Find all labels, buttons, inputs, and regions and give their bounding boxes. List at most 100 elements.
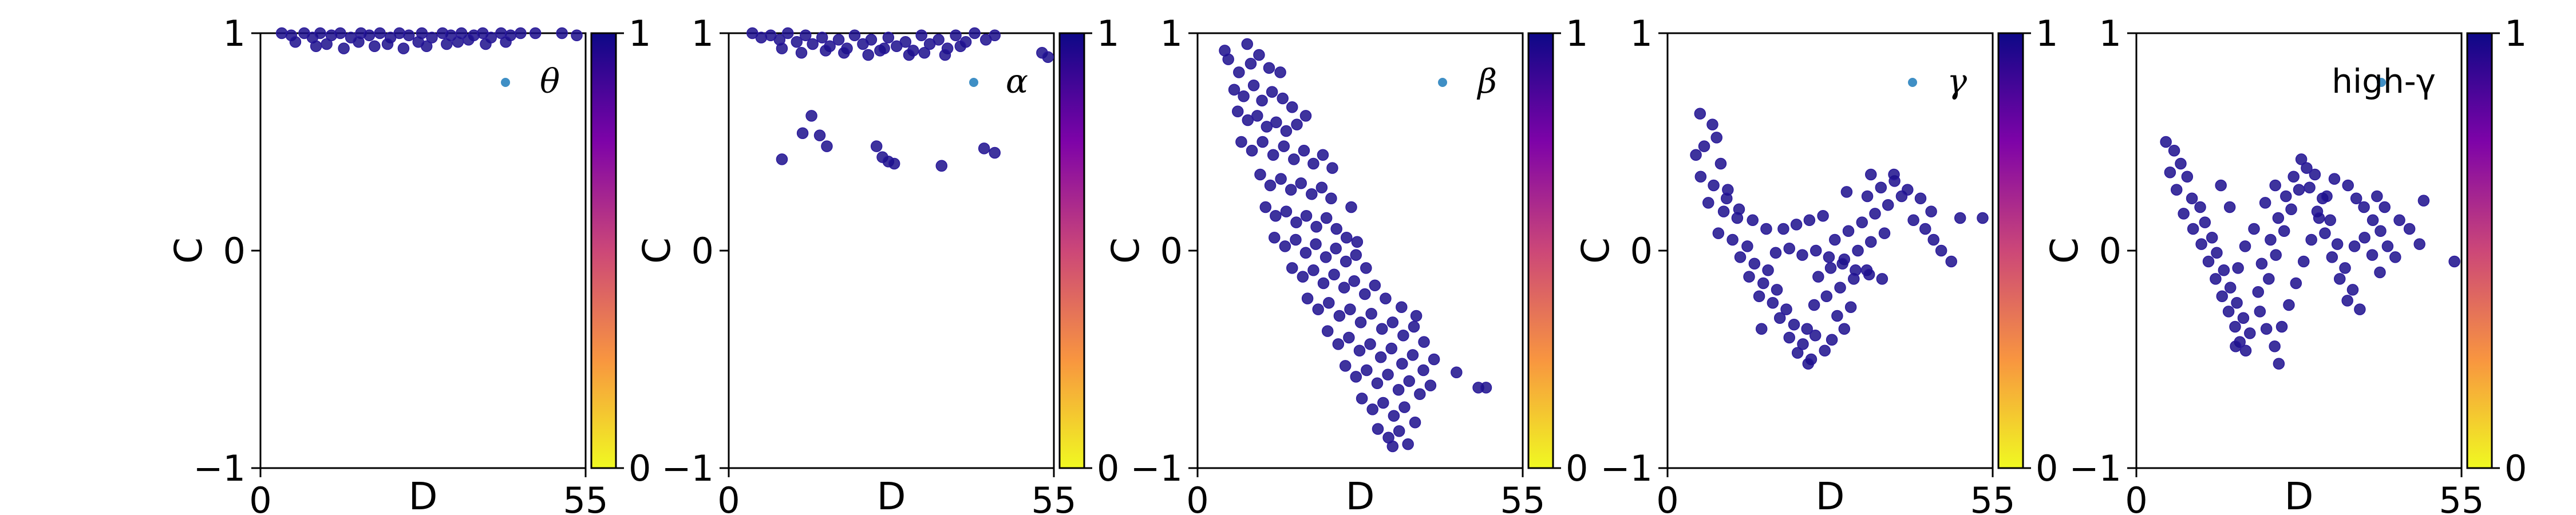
y-tick-label: 1 [692, 13, 714, 54]
data-point [314, 27, 326, 39]
data-point [1286, 101, 1298, 113]
data-point [838, 46, 850, 59]
data-point [915, 29, 927, 42]
data-point [463, 34, 475, 46]
data-point [1840, 186, 1853, 198]
y-axis-label: C [635, 237, 679, 264]
data-point [1834, 282, 1846, 294]
data-point [2186, 192, 2198, 205]
data-point [1351, 236, 1364, 248]
data-point [1356, 393, 1368, 405]
data-point [2231, 296, 2243, 309]
data-point [2223, 201, 2236, 213]
data-point [1266, 86, 1278, 98]
colorbar [1527, 32, 1554, 469]
data-point [2304, 181, 2316, 194]
data-point [1354, 316, 1367, 328]
data-point [1977, 212, 1989, 224]
data-point [1865, 168, 1877, 181]
colorbar-tick-label: 1 [2504, 13, 2527, 54]
data-point [1301, 292, 1314, 304]
data-point [1856, 216, 1868, 228]
data-point [1323, 296, 1335, 309]
data-point [397, 42, 410, 54]
data-point [1290, 233, 1302, 246]
data-point [1876, 273, 1888, 285]
data-point [1836, 258, 1848, 270]
data-point [1380, 292, 1392, 304]
colorbar-tick-label: 1 [629, 13, 651, 54]
data-point [1820, 290, 1833, 303]
data-point [1797, 338, 1809, 350]
data-point [1257, 136, 1269, 148]
data-point [1712, 227, 1725, 239]
data-point [289, 35, 302, 48]
data-point [918, 46, 931, 59]
data-point [1288, 153, 1300, 165]
data-point [2331, 238, 2344, 250]
data-point [2346, 284, 2359, 296]
data-point [1783, 331, 1795, 344]
data-point [1408, 320, 1420, 333]
data-point [939, 49, 951, 61]
y-axis-label: C [167, 237, 211, 264]
y-tick-label: −1 [1601, 447, 1653, 489]
data-point [1796, 249, 1808, 261]
data-point [1340, 255, 1352, 268]
data-point [1844, 301, 1857, 314]
data-point [1377, 397, 1389, 409]
data-point [2232, 262, 2244, 274]
data-point [755, 31, 768, 43]
legend-marker [2377, 78, 2386, 87]
data-point [2187, 223, 2199, 235]
data-point [2371, 190, 2383, 203]
data-point [888, 157, 900, 170]
data-point [1743, 271, 1755, 283]
data-point [1306, 188, 1318, 200]
data-point [2358, 201, 2370, 213]
data-point [935, 160, 948, 172]
data-point [1773, 312, 1786, 324]
data-point [1242, 114, 1254, 126]
data-point [1809, 329, 1822, 342]
data-point [2403, 223, 2416, 235]
data-point [556, 27, 568, 39]
data-point [2248, 223, 2260, 235]
colorbar [590, 32, 617, 469]
data-point [2374, 266, 2386, 279]
data-point [381, 38, 394, 50]
data-point [1706, 118, 1718, 130]
data-point [1285, 184, 1297, 196]
y-tick-label: 1 [2099, 13, 2121, 54]
data-point [2379, 201, 2391, 213]
data-point [2255, 258, 2268, 270]
x-tick-label: 0 [2125, 480, 2147, 515]
y-axis-label: C [1574, 237, 1618, 264]
data-point [1280, 205, 1293, 217]
data-point [1409, 416, 1421, 429]
data-point [1339, 360, 1352, 372]
data-point [1791, 347, 1804, 359]
data-point [1353, 344, 1366, 357]
data-point [1907, 214, 1919, 227]
data-point [1315, 181, 1328, 194]
data-point [1244, 57, 1257, 70]
data-point [2298, 255, 2310, 268]
data-point [954, 40, 967, 53]
colorbar-tick-label: 0 [1566, 447, 1588, 489]
data-point [529, 27, 542, 39]
legend-marker [1908, 78, 1917, 87]
x-tick-label: 0 [717, 480, 740, 515]
data-point [1300, 209, 1313, 222]
data-point [1802, 358, 1815, 370]
data-point [1317, 277, 1330, 290]
plot-frame [259, 32, 587, 469]
data-point [950, 29, 962, 42]
data-point [1398, 401, 1411, 413]
data-point [2199, 216, 2211, 228]
y-tick-label: 0 [223, 230, 246, 272]
data-point [2160, 136, 2172, 148]
data-point [1935, 244, 1947, 257]
